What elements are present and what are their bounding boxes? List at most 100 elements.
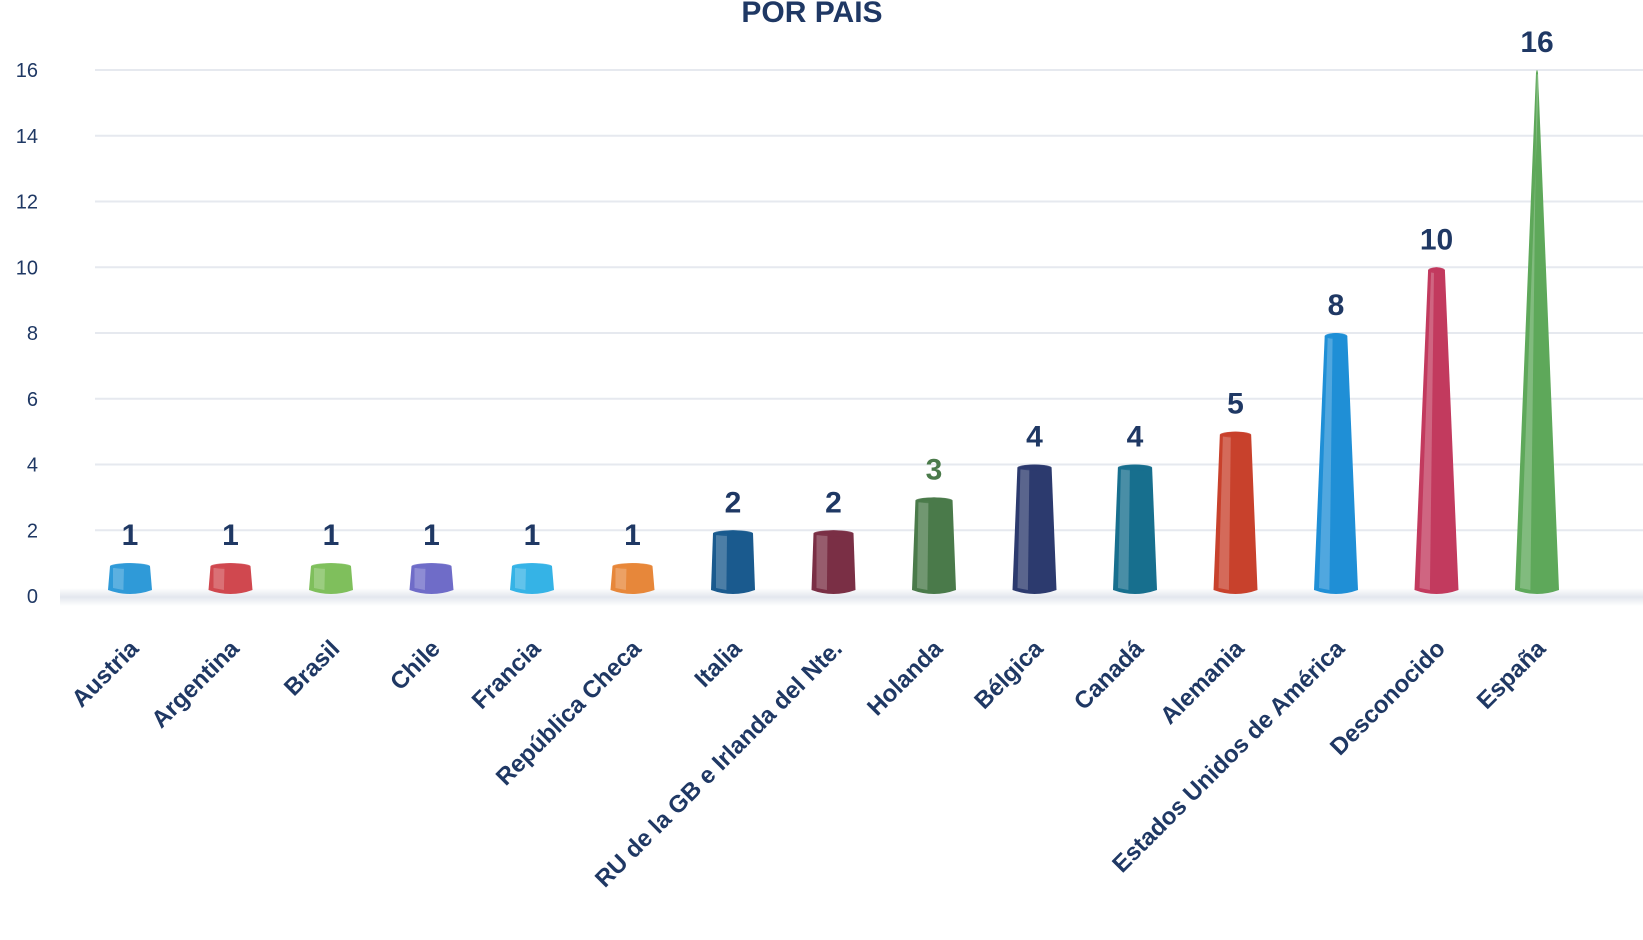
bar-highlight [816, 534, 828, 590]
bar-brasil [309, 563, 353, 594]
data-label: 4 [1026, 421, 1043, 454]
data-label: 1 [222, 519, 239, 552]
y-tick-label: 8 [27, 323, 38, 345]
bar-cap [612, 563, 653, 570]
data-label: 5 [1227, 388, 1244, 421]
data-label: 8 [1328, 289, 1345, 322]
bar-highlight [716, 534, 727, 590]
x-tick-label: Francia [467, 635, 547, 715]
data-label: 2 [725, 486, 742, 519]
gridlines [95, 69, 1643, 532]
bar-cap [1428, 267, 1445, 274]
bar-highlight [1017, 468, 1030, 590]
bar-body [409, 563, 454, 594]
bar-austria [108, 563, 152, 594]
x-tick-label: Holanda [862, 635, 948, 721]
bar-highlight [414, 567, 426, 590]
bar-espana [1515, 70, 1559, 594]
data-label: 1 [323, 519, 340, 552]
data-label: 2 [825, 486, 842, 519]
bar-cap [311, 563, 351, 570]
bar-ru-de-la-gb-e-irlanda-del-nte [811, 530, 856, 594]
bar-highlight [1520, 74, 1539, 590]
bar-cap [110, 563, 150, 570]
bar-body [711, 530, 755, 594]
bar-italia [711, 530, 755, 594]
y-tick-label: 12 [16, 192, 38, 214]
bar-body [1213, 431, 1258, 594]
bar-highlight [113, 567, 124, 590]
bar-body [811, 530, 856, 594]
bar-canada [1113, 464, 1157, 594]
bar-body [208, 563, 253, 594]
bar-body [108, 563, 152, 594]
bar-highlight [1419, 271, 1434, 590]
bar-highlight [314, 567, 325, 590]
bar-body [610, 563, 655, 594]
bar-cap [512, 563, 552, 570]
bar-body [1515, 70, 1559, 594]
bar-cap [713, 530, 753, 537]
y-tick-label: 16 [16, 60, 38, 82]
bar-cap [1017, 464, 1052, 471]
bar-highlight [615, 567, 627, 590]
x-tick-label: Austria [67, 635, 145, 713]
chart-title: POR PAIS [741, 0, 882, 29]
data-labels: 1 1 1 1 1 1 2 2 3 4 4 5 8 10 16 [122, 26, 1554, 552]
bars [108, 70, 1559, 594]
bar-cap [1117, 464, 1153, 471]
x-axis-labels: Austria Argentina Brasil Chile FranciaRepúbl… [67, 635, 1552, 893]
bar-body [510, 563, 554, 594]
data-label: 10 [1420, 223, 1453, 256]
y-tick-label: 10 [16, 257, 38, 279]
y-tick-label: 2 [27, 520, 38, 542]
bar-cap [915, 497, 953, 504]
bar-highlight [917, 501, 929, 590]
bar-body [1314, 333, 1358, 594]
bar-highlight [1218, 435, 1231, 590]
x-tick-label: Brasil [279, 635, 345, 701]
bar-desconocido [1414, 267, 1459, 594]
bar-chile [409, 563, 454, 594]
bar-argentina [208, 563, 253, 594]
bar-body [1414, 267, 1459, 594]
x-tick-label: España [1472, 635, 1552, 715]
y-tick-label: 6 [27, 389, 38, 411]
y-tick-label: 4 [27, 455, 38, 477]
y-axis-ticks: 0 2 4 6 8 10 12 14 16 [16, 60, 38, 608]
bar-francia [510, 563, 554, 594]
bar-holanda [912, 497, 956, 594]
bar-highlight [213, 567, 225, 590]
x-tick-label: Bélgica [969, 635, 1049, 715]
bar-belgica [1012, 464, 1057, 594]
bar-cap [1324, 333, 1348, 339]
bar-cap [411, 563, 452, 570]
data-label: 1 [524, 519, 541, 552]
x-tick-label: Canadá [1069, 635, 1150, 716]
bar-highlight [515, 567, 526, 590]
bar-body [1113, 464, 1157, 594]
x-tick-label: Alemania [1155, 635, 1250, 730]
x-tick-label: Chile [385, 635, 446, 696]
y-tick-label: 0 [27, 586, 38, 608]
bar-highlight [1118, 468, 1130, 590]
bar-cap [1219, 431, 1252, 438]
bar-body [912, 497, 956, 594]
bar-body [1012, 464, 1057, 594]
y-tick-label: 14 [16, 126, 38, 148]
bar-cap [210, 563, 251, 570]
bar-republica-checa [610, 563, 655, 594]
x-tick-label: Italia [689, 635, 747, 693]
data-label: 1 [423, 519, 440, 552]
data-label: 1 [122, 519, 139, 552]
bar-body [309, 563, 353, 594]
data-label: 4 [1127, 421, 1144, 454]
bar-highlight [1319, 337, 1333, 590]
data-label: 16 [1520, 26, 1553, 59]
bar-cap [813, 530, 854, 537]
bar-estados-unidos-de-america [1314, 333, 1358, 594]
x-tick-label: Argentina [146, 635, 245, 734]
bar-alemania [1213, 431, 1258, 594]
data-label: 3 [926, 453, 943, 486]
